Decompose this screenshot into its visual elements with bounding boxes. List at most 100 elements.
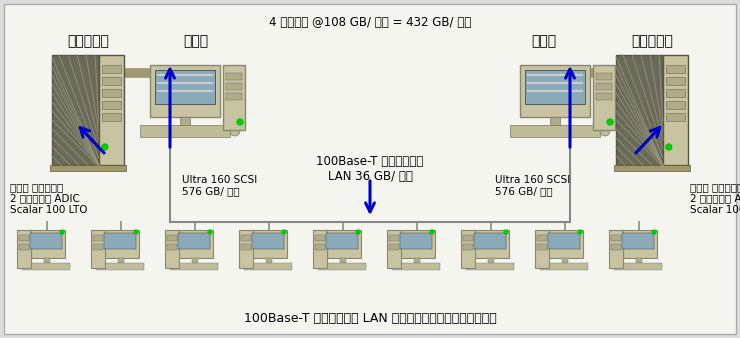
Circle shape: [578, 230, 582, 234]
Bar: [17, 230, 31, 268]
Bar: [226, 73, 242, 80]
Bar: [104, 233, 136, 249]
Bar: [537, 244, 547, 250]
Bar: [550, 117, 560, 125]
Bar: [244, 263, 292, 270]
Bar: [611, 235, 621, 241]
Bar: [226, 93, 242, 100]
Bar: [596, 93, 612, 100]
Bar: [249, 230, 287, 258]
Bar: [510, 125, 600, 137]
Bar: [636, 258, 642, 263]
Bar: [266, 258, 272, 263]
Bar: [192, 258, 198, 263]
Bar: [165, 230, 179, 268]
Circle shape: [134, 230, 138, 234]
Bar: [101, 230, 139, 258]
Bar: [520, 65, 590, 117]
Bar: [52, 55, 99, 165]
Circle shape: [208, 230, 212, 234]
Bar: [170, 263, 218, 270]
Bar: [175, 230, 213, 258]
Bar: [540, 263, 588, 270]
Bar: [466, 263, 514, 270]
Bar: [102, 89, 121, 97]
Bar: [596, 83, 612, 90]
Bar: [666, 101, 685, 109]
Circle shape: [356, 230, 360, 234]
Bar: [155, 70, 215, 104]
Circle shape: [60, 230, 64, 234]
Text: ライブラリ: ライブラリ: [631, 34, 673, 48]
Circle shape: [607, 119, 613, 125]
Bar: [226, 83, 242, 90]
Bar: [241, 235, 251, 241]
Bar: [318, 263, 366, 270]
Circle shape: [230, 126, 240, 136]
Text: サーバ: サーバ: [531, 34, 556, 48]
Bar: [545, 230, 583, 258]
Bar: [167, 235, 177, 241]
Bar: [91, 230, 105, 268]
Bar: [239, 230, 253, 268]
Bar: [99, 55, 124, 165]
Bar: [562, 258, 568, 263]
Bar: [19, 244, 29, 250]
Bar: [666, 113, 685, 121]
Bar: [44, 258, 50, 263]
Bar: [616, 55, 663, 165]
Bar: [596, 73, 612, 80]
Bar: [414, 258, 420, 263]
Bar: [323, 230, 361, 258]
Bar: [389, 244, 399, 250]
Bar: [593, 65, 615, 130]
Bar: [93, 244, 103, 250]
Bar: [102, 77, 121, 85]
Circle shape: [504, 230, 508, 234]
Bar: [535, 230, 549, 268]
Bar: [22, 263, 70, 270]
Bar: [30, 233, 62, 249]
Bar: [474, 233, 506, 249]
Bar: [180, 117, 190, 125]
Bar: [223, 65, 245, 130]
Circle shape: [282, 230, 286, 234]
Bar: [387, 230, 401, 268]
Bar: [167, 244, 177, 250]
Bar: [488, 258, 494, 263]
Bar: [27, 230, 65, 258]
Bar: [178, 233, 210, 249]
Bar: [315, 244, 325, 250]
Text: ライブラリ: ライブラリ: [67, 34, 109, 48]
Text: Ultra 160 SCSI
576 GB/ 時間: Ultra 160 SCSI 576 GB/ 時間: [182, 175, 258, 197]
Bar: [666, 77, 685, 85]
Bar: [102, 113, 121, 121]
Bar: [313, 230, 327, 268]
Bar: [150, 65, 220, 117]
Bar: [392, 263, 440, 270]
Bar: [102, 65, 121, 73]
Bar: [614, 263, 662, 270]
Bar: [118, 258, 124, 263]
Circle shape: [652, 230, 656, 234]
Text: テープ ドライブを
2 台指載した ADIC
Scalar 100 LTO: テープ ドライブを 2 台指載した ADIC Scalar 100 LTO: [10, 182, 87, 215]
Bar: [611, 244, 621, 250]
Text: 4 ドライブ @108 GB/ 時間 = 432 GB/ 時間: 4 ドライブ @108 GB/ 時間 = 432 GB/ 時間: [269, 16, 471, 28]
Text: テープ ドライブを
2 台指載した ADIC
Scalar 100 LTO: テープ ドライブを 2 台指載した ADIC Scalar 100 LTO: [690, 182, 740, 215]
Bar: [93, 235, 103, 241]
Bar: [548, 233, 580, 249]
Circle shape: [237, 119, 243, 125]
Circle shape: [600, 126, 610, 136]
Bar: [666, 65, 685, 73]
Bar: [471, 230, 509, 258]
Bar: [252, 233, 284, 249]
Bar: [102, 101, 121, 109]
Circle shape: [430, 230, 434, 234]
Bar: [19, 235, 29, 241]
Circle shape: [102, 144, 108, 150]
Bar: [663, 55, 688, 165]
Bar: [96, 263, 144, 270]
Bar: [241, 244, 251, 250]
Bar: [397, 230, 435, 258]
Bar: [525, 70, 585, 104]
